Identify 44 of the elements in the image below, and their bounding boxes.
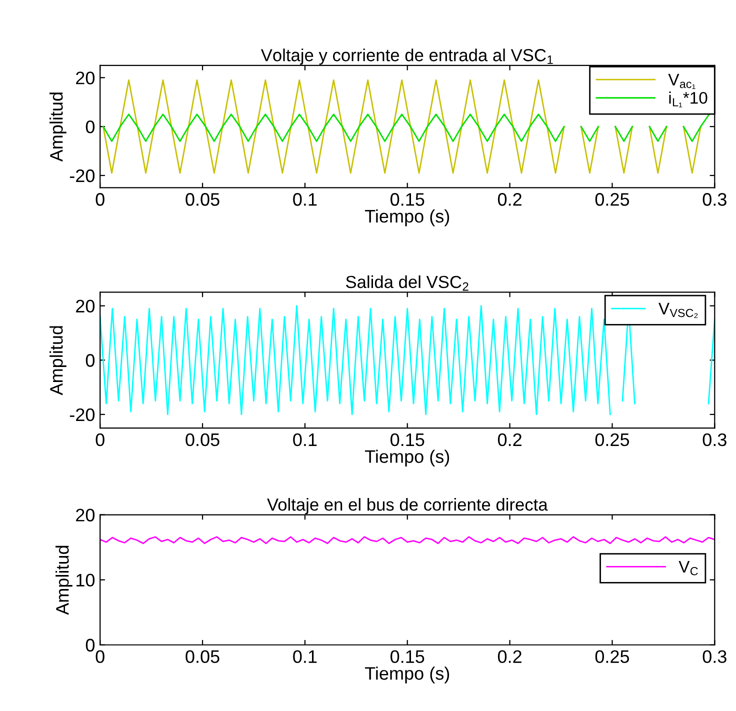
legend-label: V$_{C}$ [678, 561, 698, 576]
y-axis-title: Amplitud [56, 546, 72, 615]
y-tick-label: 0 [86, 354, 95, 367]
y-axis-title: Amplitud [50, 92, 66, 162]
x-tick-label: 0.05 [186, 433, 220, 446]
x-tick-label: 0.25 [595, 193, 630, 206]
x-tick-label: 0.2 [498, 193, 522, 206]
x-axis-title: Tiempo (s) [364, 450, 450, 467]
x-tick-label: 0.05 [186, 193, 220, 206]
y-tick-label: 0 [86, 638, 95, 652]
x-tick-label: 0.2 [498, 650, 522, 663]
y-tick-label: 20 [76, 72, 95, 84]
chart-title: Voltaje en el bus de corriente directa [267, 498, 548, 514]
legend-label: V$_{ac₁}$ [668, 74, 696, 89]
legend-label: i$_{L₁}$*10 [669, 92, 708, 108]
y-tick-label: 20 [76, 300, 95, 313]
x-tick-label: 0 [96, 433, 104, 446]
x-tick-label: 0.1 [293, 193, 317, 206]
y-tick-label: 20 [76, 508, 95, 522]
y-tick-label: 10 [76, 574, 95, 587]
y-tick-label: -20 [70, 408, 95, 422]
x-axis-title: Tiempo (s) [364, 666, 450, 684]
x-tick-label: 0.3 [702, 433, 726, 446]
x-tick-label: 0.15 [390, 193, 424, 206]
x-tick-label: 0.1 [293, 433, 317, 446]
x-axis-title: Tiempo (s) [364, 209, 450, 226]
line-series [100, 536, 715, 544]
x-tick-label: 0.25 [595, 433, 630, 446]
y-tick-label: -20 [70, 169, 95, 182]
legend-label: V$_{VSC₂}$ [658, 302, 698, 318]
x-tick-label: 0.15 [390, 433, 424, 446]
x-tick-label: 0 [96, 193, 104, 206]
x-tick-label: 0.15 [390, 650, 424, 663]
x-tick-label: 0.3 [702, 193, 726, 206]
x-tick-label: 0.25 [595, 650, 630, 663]
chart-title: Salida del VSC$_{2}$ [346, 275, 468, 291]
x-tick-label: 0.2 [498, 433, 522, 446]
chart-title: Voltaje y corriente de entrada al VSC$_{1}$ [260, 48, 553, 65]
x-tick-label: 0.05 [186, 650, 220, 663]
y-axis-title: Amplitud [50, 326, 66, 396]
x-tick-label: 0.1 [293, 650, 317, 663]
x-tick-label: 0 [96, 650, 104, 663]
y-tick-label: 0 [86, 120, 95, 134]
x-tick-label: 0.3 [702, 650, 726, 663]
